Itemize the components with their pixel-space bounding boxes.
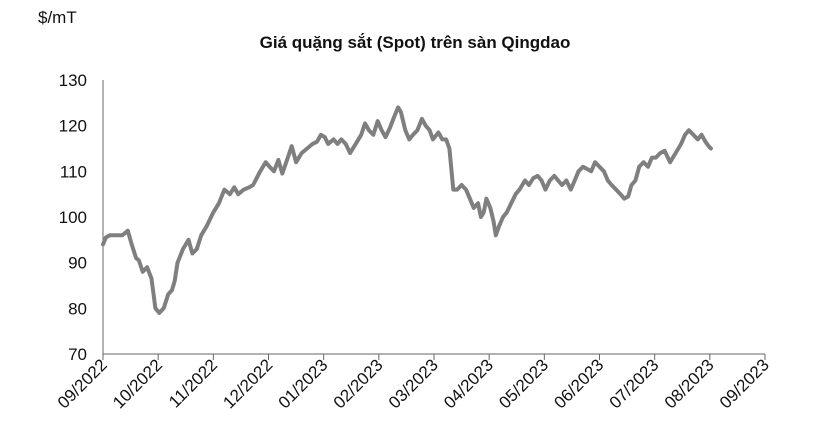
x-tick-label: 03/2023 [385, 355, 442, 412]
y-tick-label: 130 [59, 71, 87, 90]
x-tick-label: 11/2022 [165, 355, 221, 411]
y-tick-label: 90 [68, 254, 87, 273]
y-axis: 70 80 90 100 110 120 130 [59, 71, 104, 364]
y-tick-label: 110 [60, 162, 87, 181]
x-tick-label: 07/2023 [606, 355, 663, 412]
x-tick-label: 01/2023 [275, 355, 332, 412]
x-tick-label: 12/2022 [219, 355, 276, 412]
x-tick-label: 06/2023 [550, 355, 607, 412]
x-tick-label: 04/2023 [440, 355, 497, 412]
x-tick-label: 09/2023 [716, 355, 773, 412]
y-axis-unit-label: $/mT [38, 8, 77, 27]
chart-title: Giá quặng sắt (Spot) trên sàn Qingdao [259, 33, 571, 52]
y-tick-label: 70 [68, 345, 87, 364]
y-tick-label: 100 [59, 208, 87, 227]
series-group [101, 105, 713, 315]
x-tick-label: 08/2023 [661, 355, 718, 412]
price-line [101, 105, 713, 315]
y-tick-label: 120 [59, 117, 87, 136]
x-tick-label: 05/2023 [495, 355, 552, 412]
y-tick-label: 80 [68, 299, 87, 318]
x-tick-label: 10/2022 [109, 355, 166, 412]
x-tick-label: 02/2023 [330, 355, 387, 412]
